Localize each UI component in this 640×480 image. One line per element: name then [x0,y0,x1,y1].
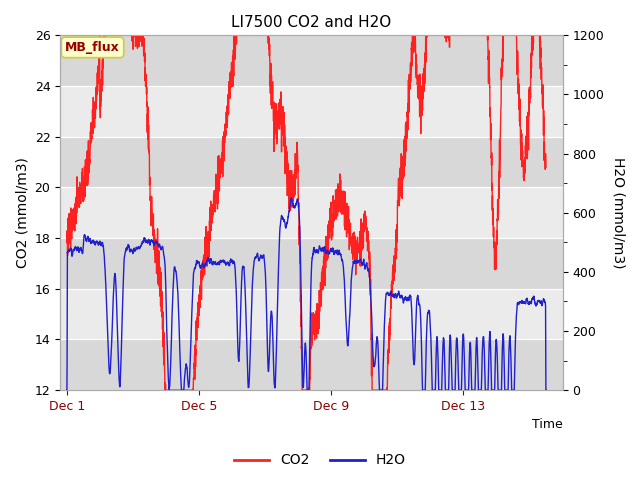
Bar [60,86,563,137]
Bar [60,36,563,86]
Y-axis label: CO2 (mmol/m3): CO2 (mmol/m3) [15,157,29,268]
Y-axis label: H2O (mmol/m3): H2O (mmol/m3) [611,157,625,268]
Bar [60,137,563,187]
Legend: CO2, H2O: CO2, H2O [228,448,412,473]
Bar [60,339,563,390]
Text: MB_flux: MB_flux [65,41,120,54]
Bar [60,238,563,289]
X-axis label: Time: Time [532,419,563,432]
Bar [60,289,563,339]
Bar [60,187,563,238]
Title: LI7500 CO2 and H2O: LI7500 CO2 and H2O [231,15,392,30]
